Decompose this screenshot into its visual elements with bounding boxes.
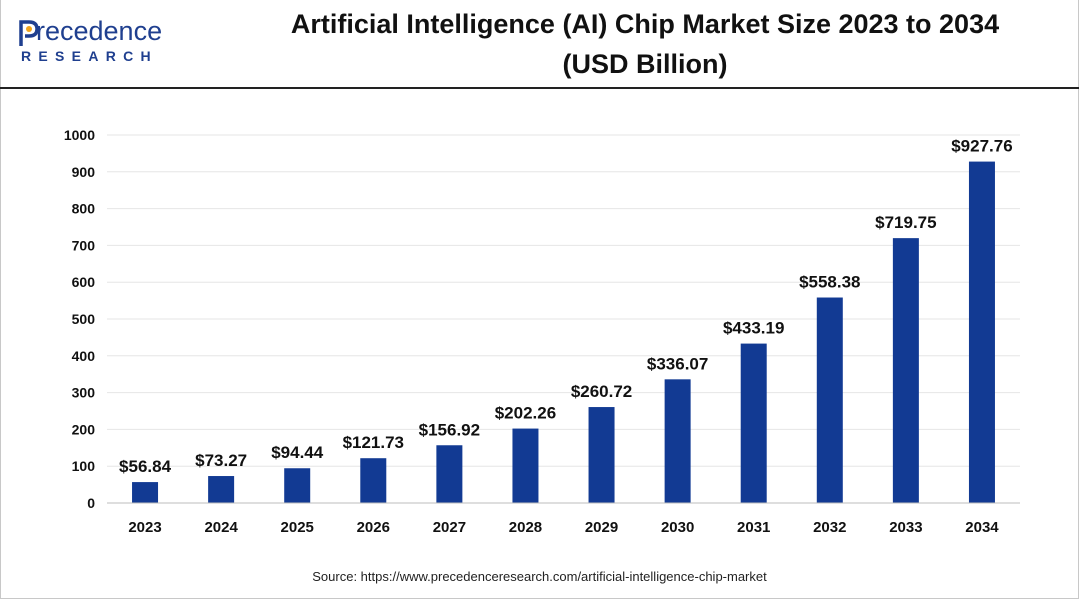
y-tick-label: 400 (72, 348, 96, 364)
bar-value-label: $336.07 (647, 354, 708, 373)
bar-value-label: $94.44 (271, 443, 324, 462)
header: recedence RESEARCH Artificial Intelligen… (0, 0, 1079, 88)
bar-value-label: $156.92 (419, 420, 480, 439)
bar (360, 458, 387, 503)
y-axis: 0 100 200 300 400 500 600 700 800 900 1000 (64, 127, 95, 511)
bar (132, 482, 159, 503)
bars (132, 161, 995, 503)
x-tick-label: 2026 (357, 519, 390, 536)
precedence-research-logo: recedence RESEARCH (18, 16, 183, 66)
x-tick-label: 2024 (204, 519, 238, 536)
logo-p-icon (19, 20, 39, 46)
gridlines (107, 134, 1020, 467)
x-tick-label: 2029 (585, 519, 618, 536)
chart-title: Artificial Intelligence (AI) Chip Market… (290, 9, 1000, 79)
bar (664, 379, 691, 503)
y-tick-label: 300 (72, 385, 96, 401)
bar-value-label: $927.76 (951, 137, 1012, 156)
bar (436, 445, 463, 503)
x-tick-label: 2031 (737, 519, 770, 536)
bar-value-label: $558.38 (799, 273, 860, 292)
bar (740, 343, 767, 503)
y-tick-label: 600 (72, 274, 96, 290)
x-tick-label: 2028 (509, 519, 542, 536)
bar-value-label: $719.75 (875, 213, 936, 232)
y-tick-label: 700 (72, 237, 96, 253)
header-divider (0, 87, 1079, 89)
bar-value-label: $73.27 (195, 451, 247, 470)
y-tick-label: 800 (72, 201, 96, 217)
y-tick-label: 100 (72, 458, 96, 474)
x-tick-label: 2033 (889, 519, 922, 536)
bar (968, 161, 995, 503)
source-note: Source: https://www.precedenceresearch.c… (312, 569, 767, 584)
y-tick-label: 900 (72, 164, 96, 180)
bar (208, 476, 235, 503)
bar-value-label: $121.73 (343, 433, 404, 452)
y-tick-label: 500 (72, 311, 96, 327)
bar-value-label: $260.72 (571, 382, 632, 401)
bar (284, 468, 311, 503)
x-tick-label: 2034 (965, 519, 999, 536)
bar-value-label: $202.26 (495, 404, 556, 423)
value-labels: $56.84 $73.27 $94.44 $121.73 $156.92 $202.26 $… (119, 137, 1013, 476)
x-tick-label: 2023 (128, 519, 161, 536)
x-axis: 2023 2024 2025 2026 2027 2028 2029 2030 2031 2032… (107, 502, 1020, 536)
y-tick-label: 0 (87, 495, 95, 511)
x-tick-label: 2032 (813, 519, 846, 536)
logo-subtitle: RESEARCH (21, 48, 158, 64)
bar (588, 407, 615, 503)
bar (892, 238, 919, 503)
logo-wordmark: recedence (36, 16, 163, 46)
x-tick-label: 2025 (281, 519, 314, 536)
y-tick-label: 200 (72, 421, 96, 437)
bar-value-label: $433.19 (723, 319, 784, 338)
x-tick-label: 2030 (661, 519, 694, 536)
bar-value-label: $56.84 (119, 457, 172, 476)
y-tick-label: 1000 (64, 127, 95, 143)
bar (816, 297, 843, 503)
x-tick-label: 2027 (433, 519, 466, 536)
bar (512, 428, 539, 503)
